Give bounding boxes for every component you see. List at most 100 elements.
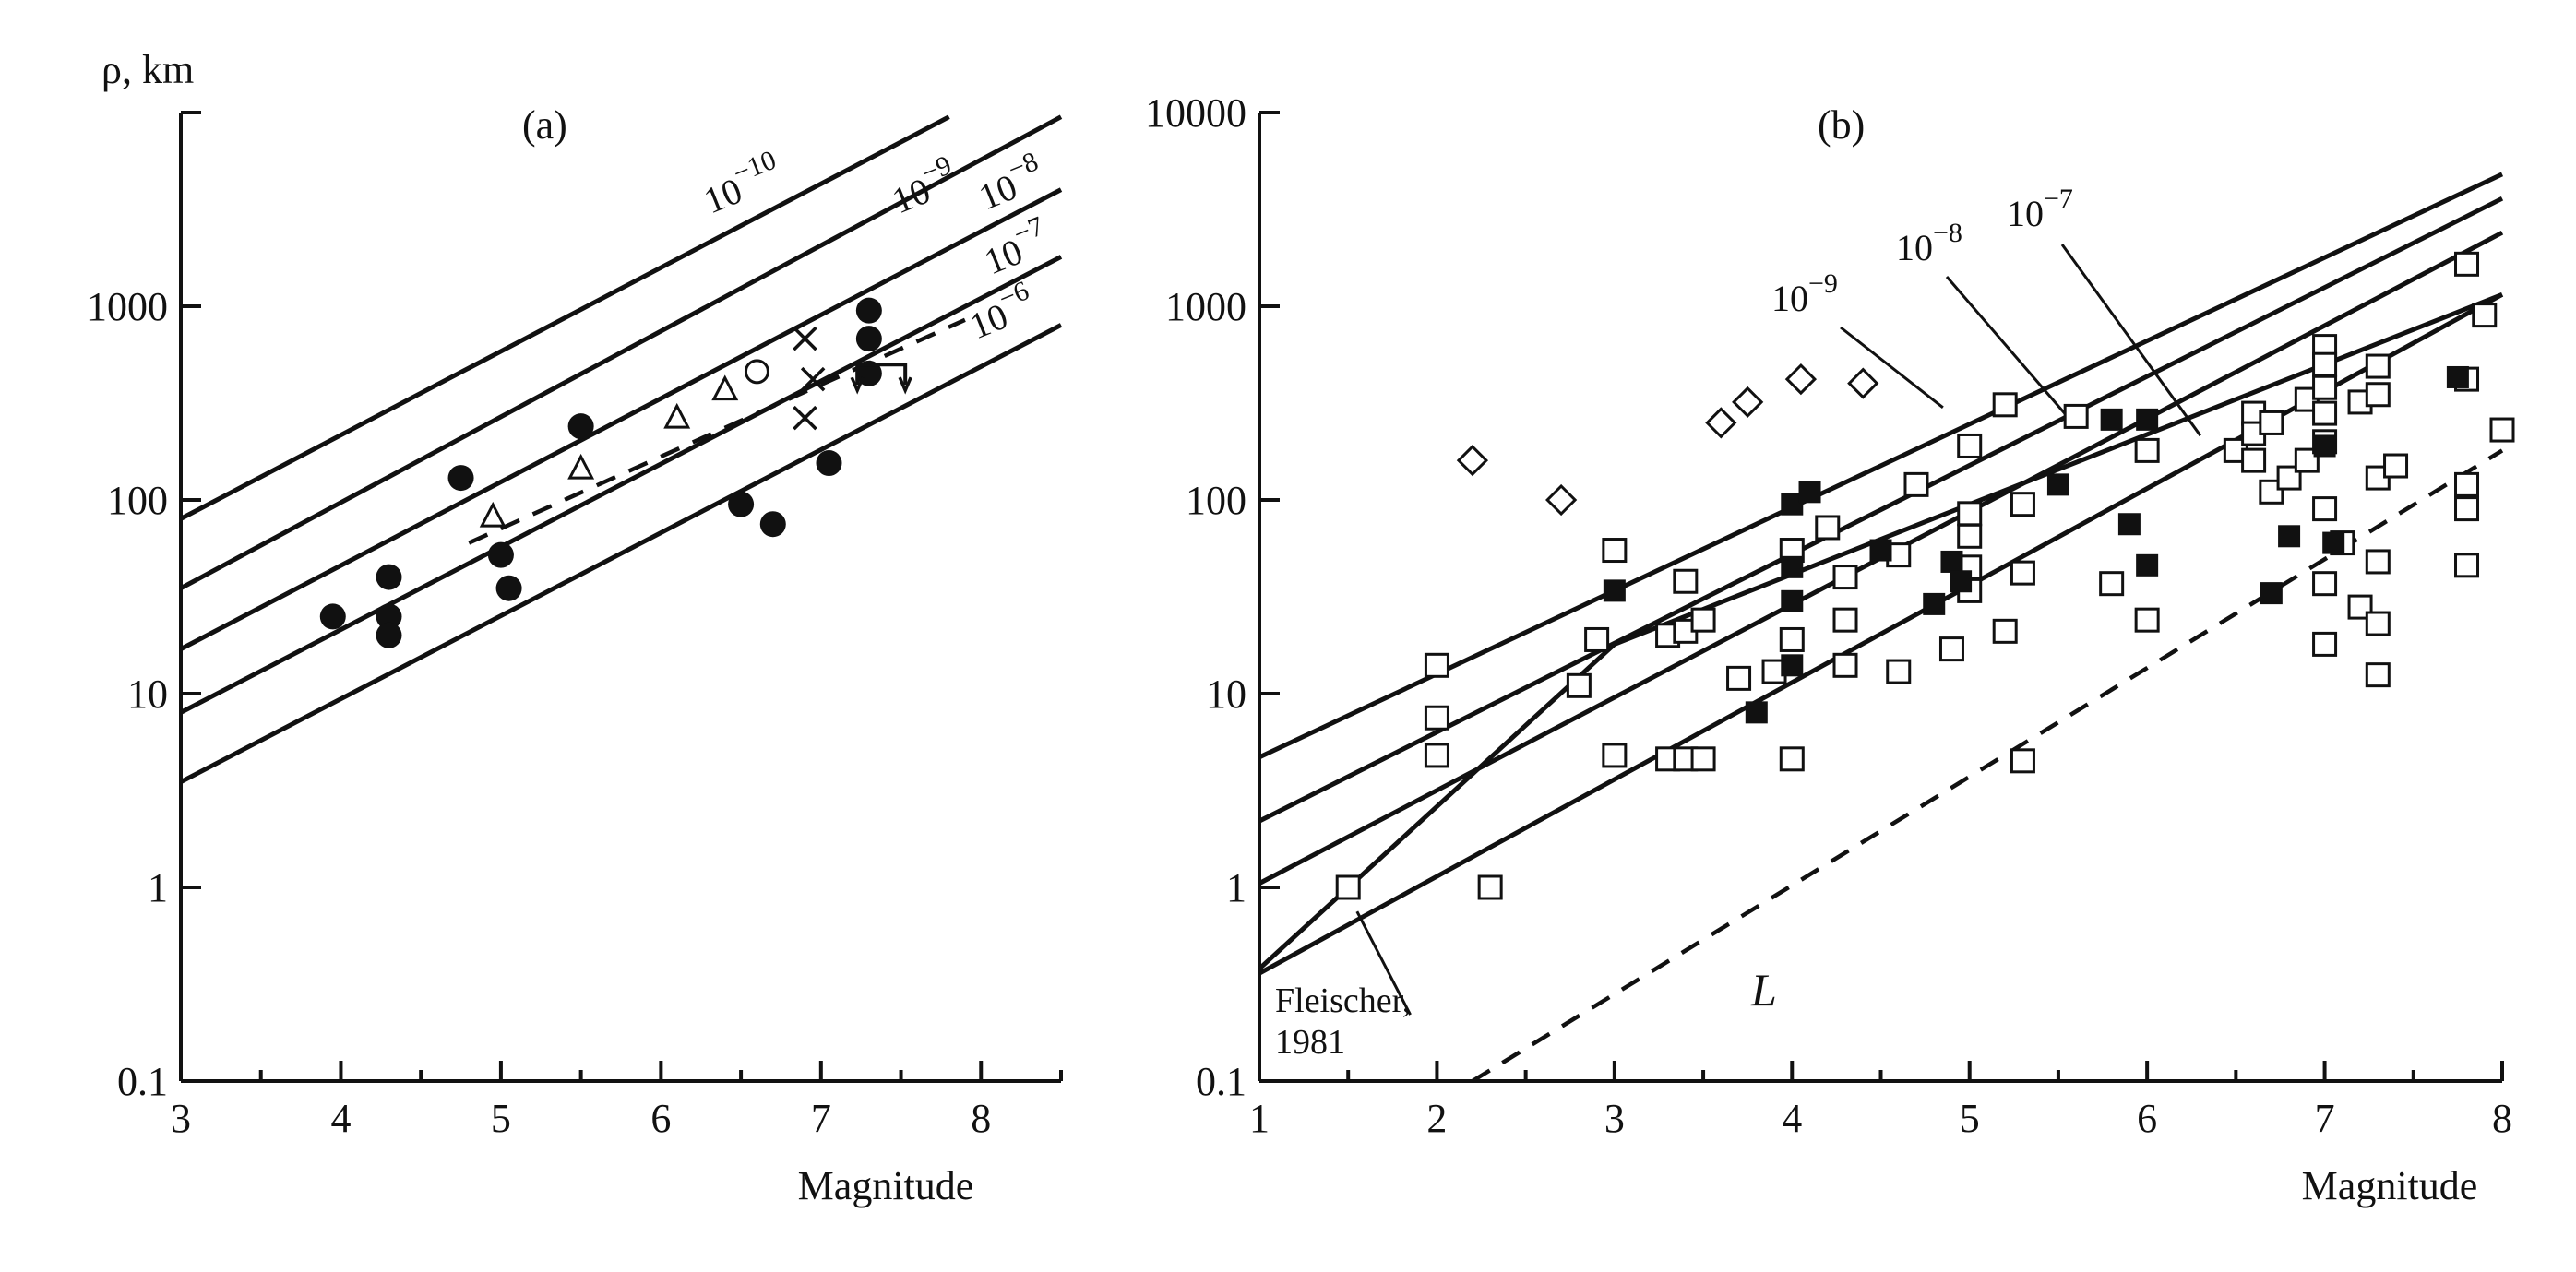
fleischer-pointer: [1355, 910, 1412, 1016]
data-point-open-square: [1779, 746, 1805, 772]
data-point-open-square: [2134, 437, 2160, 463]
data-point-open-square: [1673, 568, 1699, 594]
data-point-filled-circle: [855, 297, 882, 324]
x-tick-label: 1: [1249, 1096, 1270, 1141]
reference-line-label: 10−7: [975, 210, 1055, 282]
data-point-filled-circle: [319, 603, 346, 630]
data-point-open-square: [1424, 705, 1449, 731]
reference-line: [179, 114, 1063, 590]
data-point-filled-square: [2260, 582, 2283, 605]
data-point-open-diamond: [1847, 367, 1879, 399]
data-point-open-triangle: [711, 374, 739, 401]
bracket-arrowheads: [850, 376, 912, 395]
data-point-filled-square: [1781, 589, 1804, 612]
y-tick-label: 0.1: [117, 1059, 168, 1104]
data-point-open-square: [2312, 400, 2338, 426]
label-leader-line: [1840, 326, 1944, 409]
data-point-open-square: [1886, 659, 1912, 684]
data-point-open-square: [2383, 453, 2409, 479]
svg-text:10−9: 10−9: [883, 149, 963, 221]
x-tick-label: 3: [171, 1096, 191, 1141]
y-tick-label: 10: [1206, 672, 1246, 717]
y-tick-label: 1000: [87, 284, 168, 329]
panel-b-reference-lines: 10−9 10−8 10−7: [1258, 172, 2504, 1083]
data-point-open-square: [2312, 631, 2338, 657]
data-point-filled-circle: [567, 413, 594, 440]
svg-text:10−7: 10−7: [2007, 184, 2073, 234]
data-point-open-square: [2454, 496, 2480, 522]
panel-b-axes: [1258, 113, 2502, 1083]
svg-text:10−6: 10−6: [960, 275, 1041, 347]
data-point-cross: [793, 326, 817, 351]
data-point-open-diamond: [1732, 386, 1764, 419]
reference-line: [1258, 196, 2504, 824]
data-point-filled-circle: [447, 465, 474, 492]
data-point-open-triangle: [567, 453, 595, 480]
reference-line-label: 10−9: [1771, 268, 1838, 319]
x-tick-label: 2: [1426, 1096, 1447, 1141]
data-point-open-square: [2063, 403, 2089, 429]
data-point-filled-square: [1781, 654, 1804, 677]
data-point-open-square: [2276, 465, 2302, 491]
data-point-open-square: [1832, 652, 1858, 678]
data-point-open-square: [2489, 417, 2515, 443]
x-tick-label: 7: [811, 1096, 831, 1141]
dashed-line-label-L: L: [1750, 964, 1777, 1016]
x-tick-label: 7: [2315, 1096, 2335, 1141]
data-point-cross: [800, 366, 826, 392]
reference-line-label: 10−8: [1896, 218, 1962, 268]
data-point-open-square: [1424, 743, 1449, 768]
data-point-open-square: [2454, 553, 2480, 578]
data-point-filled-circle: [376, 622, 402, 648]
y-tick-label: 10: [127, 672, 168, 717]
reference-line: [1258, 172, 2504, 760]
data-point-filled-circle: [487, 541, 514, 568]
data-point-open-square: [1477, 874, 1503, 900]
data-point-open-square: [2312, 351, 2338, 377]
data-point-open-square: [1832, 607, 1858, 633]
data-point-filled-square: [2313, 434, 2336, 458]
data-point-filled-circle: [816, 450, 842, 477]
data-point-open-diamond: [1705, 407, 1737, 439]
data-point-bracket: [855, 363, 908, 386]
x-tick-label: 5: [491, 1096, 511, 1141]
x-tick-label: 4: [1782, 1096, 1802, 1141]
data-point-filled-circle: [495, 575, 522, 601]
reference-line: [179, 323, 1063, 784]
data-point-filled-square: [1923, 592, 1946, 615]
data-point-open-square: [1957, 501, 1983, 527]
x-tick-label: 4: [330, 1096, 351, 1141]
data-point-filled-circle: [728, 491, 755, 517]
label-leader-line: [2060, 244, 2202, 437]
data-point-filled-square: [2100, 408, 2123, 431]
reference-line-label: 10−9: [883, 149, 963, 221]
data-point-open-square: [1566, 672, 1592, 698]
data-point-open-square: [2365, 662, 2391, 688]
x-tick-label: 3: [1604, 1096, 1625, 1141]
panel-a-points: [319, 297, 912, 648]
y-tick-label: 1: [1226, 865, 1246, 910]
data-point-open-square: [1335, 874, 1361, 900]
data-point-open-square: [1602, 743, 1628, 768]
svg-text:10−7: 10−7: [975, 210, 1055, 282]
data-point-filled-square: [1745, 701, 1768, 724]
data-point-open-circle: [744, 359, 769, 385]
y-tick-label: 0.1: [1196, 1059, 1246, 1104]
data-point-filled-square: [1950, 570, 1973, 593]
y-tick-label: 10000: [1145, 90, 1246, 136]
panel-a-ticks: 3 4 5 6 7 8 0.1 1 10 100 1000: [87, 111, 1063, 1141]
panel-b-label: (b): [1818, 102, 1865, 148]
x-tick-label: 8: [971, 1096, 991, 1141]
data-point-open-square: [2241, 447, 2267, 473]
x-tick-label: 8: [2492, 1096, 2512, 1141]
data-point-open-square: [1832, 565, 1858, 590]
data-point-open-square: [1779, 626, 1805, 652]
data-point-open-square: [2312, 496, 2338, 522]
data-point-filled-square: [2278, 525, 2301, 548]
data-point-open-square: [2259, 410, 2284, 435]
